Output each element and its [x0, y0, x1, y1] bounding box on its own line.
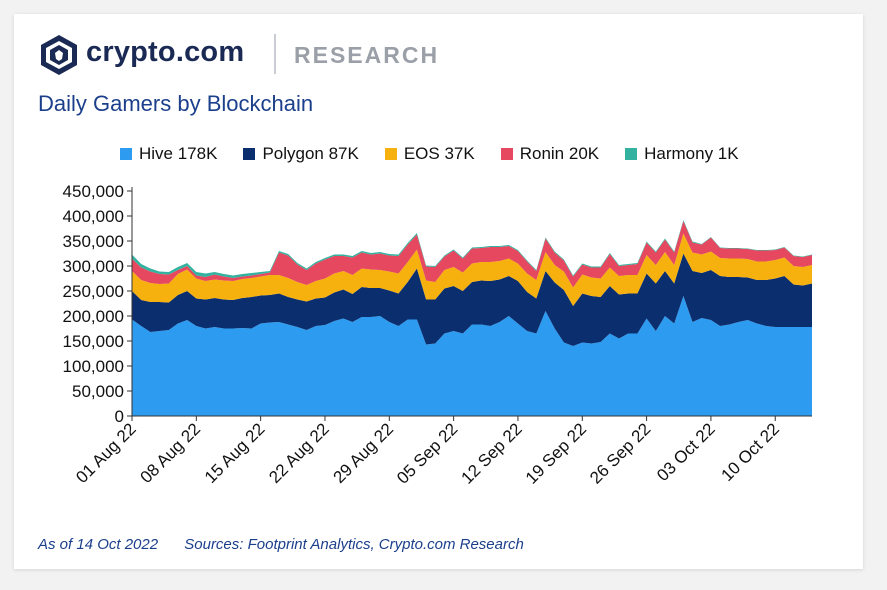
x-tick-label: 19 Sep 22: [522, 419, 590, 487]
legend-item-hive: Hive 178K: [120, 144, 217, 164]
brand-name: crypto.com: [86, 36, 245, 68]
legend-label-polygon: Polygon 87K: [262, 144, 359, 163]
legend-swatch-eos: [384, 148, 397, 160]
y-tick-label: 450,000: [63, 182, 124, 201]
area-series-ronin: [132, 221, 812, 288]
y-tick-label: 200,000: [63, 307, 124, 326]
x-tick-label: 26 Sep 22: [586, 419, 654, 487]
legend-item-ronin: Ronin 20K: [500, 144, 600, 164]
area-series-polygon: [132, 253, 812, 346]
legend-swatch-harmony: [625, 148, 638, 160]
brand-section-label: RESEARCH: [294, 42, 440, 68]
crypto-com-lion-shield-icon: [41, 35, 77, 75]
area-series-eos: [132, 233, 812, 306]
chart-footer: As of 14 Oct 2022 Sources: Footprint Ana…: [38, 536, 546, 553]
x-tick-label: 12 Sep 22: [458, 419, 526, 487]
y-tick-label: 50,000: [72, 382, 124, 401]
legend-label-harmony: Harmony 1K: [644, 144, 739, 163]
y-tick-label: 0: [115, 407, 124, 426]
chart-title: Daily Gamers by Blockchain: [38, 91, 314, 116]
x-tick-label: 29 Aug 22: [330, 419, 398, 487]
legend-label-eos: EOS 37K: [403, 144, 475, 163]
x-tick-label: 05 Sep 22: [393, 419, 461, 487]
legend-label-hive: Hive 178K: [139, 144, 218, 163]
legend-swatch-hive: [120, 148, 132, 160]
brand-divider: [274, 34, 276, 74]
y-tick-label: 300,000: [63, 257, 124, 276]
legend-item-polygon: Polygon 87K: [243, 144, 359, 164]
legend-swatch-ronin: [500, 148, 513, 160]
legend-item-harmony: Harmony 1K: [625, 144, 739, 164]
sources-note: Sources: Footprint Analytics, Crypto.com…: [184, 536, 524, 553]
y-tick-label: 350,000: [63, 232, 124, 251]
legend-item-eos: EOS 37K: [384, 144, 475, 164]
y-tick-label: 250,000: [63, 282, 124, 301]
y-tick-label: 400,000: [63, 207, 124, 226]
stacked-area-chart: 0 50,000 100,000 150,000 200,000 250,000 300,0…: [63, 182, 812, 488]
y-tick-label: 150,000: [63, 332, 124, 351]
report-card: crypto.com RESEARCH Daily Gamers by Bloc…: [14, 14, 863, 569]
legend-swatch-polygon: [243, 148, 256, 160]
legend-label-ronin: Ronin 20K: [519, 144, 600, 163]
x-tick-label: 08 Aug 22: [137, 419, 205, 487]
x-tick-label: 10 Oct 22: [718, 419, 784, 485]
x-tick-label: 22 Aug 22: [265, 419, 333, 487]
y-tick-label: 100,000: [63, 357, 124, 376]
x-tick-label: 01 Aug 22: [72, 419, 140, 487]
as-of-date: As of 14 Oct 2022: [38, 536, 159, 553]
x-tick-label: 15 Aug 22: [201, 419, 269, 487]
chart-legend: Hive 178K Polygon 87K EOS 37K Ronin 20K …: [120, 144, 739, 164]
x-tick-label: 03 Oct 22: [653, 419, 719, 485]
